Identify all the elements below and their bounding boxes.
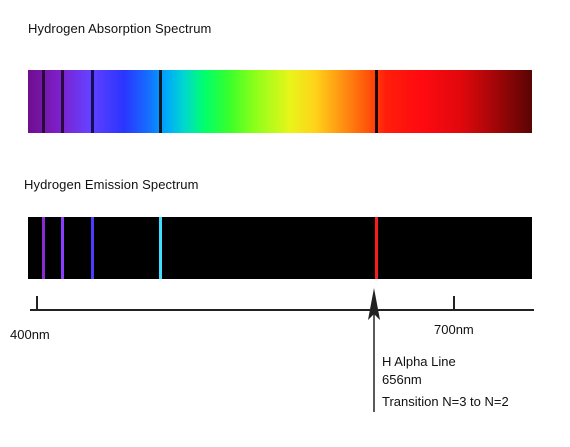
tick-400nm: [36, 296, 38, 309]
absorption-spectrum-title: Hydrogen Absorption Spectrum: [28, 21, 212, 36]
absorption-line-1: [42, 70, 45, 133]
absorption-spectrum-bar: [28, 70, 532, 133]
emission-line-1: [42, 217, 45, 279]
absorption-line-3: [91, 70, 94, 133]
label-700nm: 700nm: [434, 322, 474, 337]
h-alpha-label: H Alpha Line: [382, 354, 456, 369]
emission-line-4: [159, 217, 162, 279]
tick-700nm: [453, 296, 455, 309]
wavelength-axis: [30, 309, 534, 311]
emission-line-2: [61, 217, 64, 279]
absorption-line-5: [375, 70, 378, 133]
label-400nm: 400nm: [10, 327, 50, 342]
h-alpha-transition: Transition N=3 to N=2: [382, 394, 509, 409]
h-alpha-wavelength: 656nm: [382, 372, 422, 387]
absorption-line-4: [159, 70, 162, 133]
emission-line-5: [375, 217, 378, 279]
absorption-line-2: [61, 70, 64, 133]
emission-spectrum-bar: [28, 217, 532, 279]
emission-line-3: [91, 217, 94, 279]
h-alpha-pointer-arrow-icon: [368, 288, 380, 412]
emission-spectrum-title: Hydrogen Emission Spectrum: [24, 177, 199, 192]
